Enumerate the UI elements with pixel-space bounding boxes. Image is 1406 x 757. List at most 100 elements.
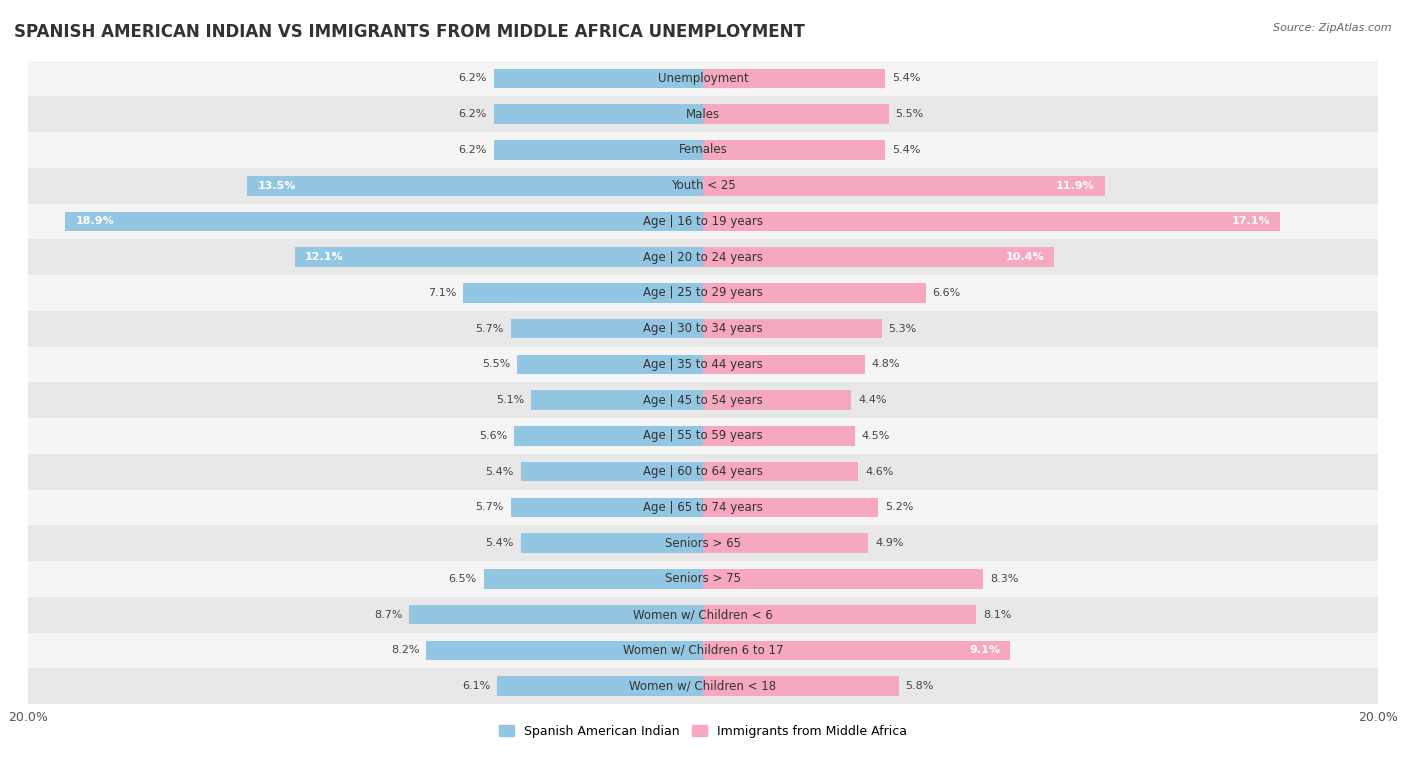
Text: SPANISH AMERICAN INDIAN VS IMMIGRANTS FROM MIDDLE AFRICA UNEMPLOYMENT: SPANISH AMERICAN INDIAN VS IMMIGRANTS FR… xyxy=(14,23,804,41)
Text: Males: Males xyxy=(686,107,720,120)
Text: 5.7%: 5.7% xyxy=(475,324,503,334)
Text: 5.4%: 5.4% xyxy=(891,73,921,83)
Bar xyxy=(520,534,703,553)
Text: Age | 20 to 24 years: Age | 20 to 24 years xyxy=(643,251,763,263)
Text: 6.2%: 6.2% xyxy=(458,109,486,119)
Text: 4.5%: 4.5% xyxy=(862,431,890,441)
Text: Age | 16 to 19 years: Age | 16 to 19 years xyxy=(643,215,763,228)
Bar xyxy=(28,525,1378,561)
Bar xyxy=(28,418,1378,453)
Text: 13.5%: 13.5% xyxy=(257,181,295,191)
Text: 8.3%: 8.3% xyxy=(990,574,1018,584)
Bar xyxy=(28,132,1378,168)
Text: 8.1%: 8.1% xyxy=(983,609,1011,620)
Bar xyxy=(494,69,703,89)
Text: Females: Females xyxy=(679,143,727,157)
Text: Women w/ Children < 6: Women w/ Children < 6 xyxy=(633,608,773,621)
Text: 4.8%: 4.8% xyxy=(872,360,900,369)
Text: Age | 35 to 44 years: Age | 35 to 44 years xyxy=(643,358,763,371)
Text: 5.4%: 5.4% xyxy=(485,538,515,548)
Text: 4.9%: 4.9% xyxy=(875,538,904,548)
Bar xyxy=(703,104,889,124)
Text: 8.7%: 8.7% xyxy=(374,609,402,620)
Bar xyxy=(703,212,1279,231)
Bar xyxy=(703,534,869,553)
Bar xyxy=(28,668,1378,704)
Bar xyxy=(703,605,976,625)
Bar xyxy=(703,462,858,481)
Text: 4.6%: 4.6% xyxy=(865,466,893,477)
Text: 8.2%: 8.2% xyxy=(391,646,419,656)
Text: 5.1%: 5.1% xyxy=(496,395,524,405)
Bar xyxy=(65,212,703,231)
Bar xyxy=(703,426,855,446)
Bar xyxy=(28,61,1378,96)
Text: Unemployment: Unemployment xyxy=(658,72,748,85)
Text: 5.7%: 5.7% xyxy=(475,503,503,512)
Text: Youth < 25: Youth < 25 xyxy=(671,179,735,192)
Text: 7.1%: 7.1% xyxy=(429,288,457,298)
Bar xyxy=(28,561,1378,597)
Text: 5.5%: 5.5% xyxy=(482,360,510,369)
Text: 5.4%: 5.4% xyxy=(485,466,515,477)
Bar xyxy=(703,248,1054,267)
Text: Age | 55 to 59 years: Age | 55 to 59 years xyxy=(643,429,763,442)
Bar xyxy=(531,391,703,410)
Text: Seniors > 75: Seniors > 75 xyxy=(665,572,741,585)
Text: 4.4%: 4.4% xyxy=(858,395,887,405)
Text: 5.8%: 5.8% xyxy=(905,681,934,691)
Text: Source: ZipAtlas.com: Source: ZipAtlas.com xyxy=(1274,23,1392,33)
Bar xyxy=(703,69,886,89)
Bar xyxy=(703,140,886,160)
Text: 9.1%: 9.1% xyxy=(969,646,1000,656)
Text: 10.4%: 10.4% xyxy=(1005,252,1043,262)
Text: 6.6%: 6.6% xyxy=(932,288,960,298)
Bar xyxy=(703,497,879,517)
Bar xyxy=(515,426,703,446)
Bar xyxy=(28,347,1378,382)
Bar xyxy=(703,283,925,303)
Bar xyxy=(517,354,703,374)
Bar xyxy=(703,319,882,338)
Text: Seniors > 65: Seniors > 65 xyxy=(665,537,741,550)
Bar xyxy=(28,204,1378,239)
Bar xyxy=(28,597,1378,633)
Bar xyxy=(494,140,703,160)
Bar xyxy=(28,311,1378,347)
Legend: Spanish American Indian, Immigrants from Middle Africa: Spanish American Indian, Immigrants from… xyxy=(494,720,912,743)
Bar xyxy=(28,96,1378,132)
Bar xyxy=(703,354,865,374)
Text: Women w/ Children < 18: Women w/ Children < 18 xyxy=(630,680,776,693)
Bar xyxy=(28,382,1378,418)
Text: 5.5%: 5.5% xyxy=(896,109,924,119)
Bar xyxy=(510,319,703,338)
Text: 6.2%: 6.2% xyxy=(458,73,486,83)
Bar xyxy=(703,391,852,410)
Bar xyxy=(28,453,1378,490)
Bar xyxy=(703,640,1010,660)
Text: 5.6%: 5.6% xyxy=(479,431,508,441)
Bar xyxy=(426,640,703,660)
Bar xyxy=(28,275,1378,311)
Bar xyxy=(520,462,703,481)
Text: 5.4%: 5.4% xyxy=(891,145,921,155)
Bar xyxy=(409,605,703,625)
Text: 6.2%: 6.2% xyxy=(458,145,486,155)
Bar xyxy=(494,104,703,124)
Bar xyxy=(295,248,703,267)
Bar xyxy=(510,497,703,517)
Bar xyxy=(484,569,703,589)
Text: 5.2%: 5.2% xyxy=(886,503,914,512)
Bar xyxy=(703,569,983,589)
Text: Age | 25 to 29 years: Age | 25 to 29 years xyxy=(643,286,763,300)
Text: Age | 65 to 74 years: Age | 65 to 74 years xyxy=(643,501,763,514)
Bar xyxy=(28,239,1378,275)
Text: 12.1%: 12.1% xyxy=(305,252,343,262)
Text: 6.5%: 6.5% xyxy=(449,574,477,584)
Text: Age | 45 to 54 years: Age | 45 to 54 years xyxy=(643,394,763,407)
Bar xyxy=(498,676,703,696)
Bar xyxy=(703,676,898,696)
Bar xyxy=(28,633,1378,668)
Bar xyxy=(464,283,703,303)
Text: 11.9%: 11.9% xyxy=(1056,181,1094,191)
